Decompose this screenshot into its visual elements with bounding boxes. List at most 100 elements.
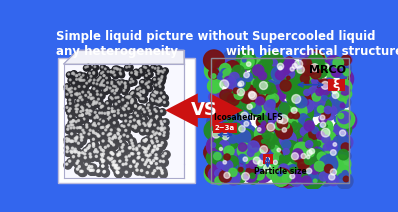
Circle shape [230,123,242,134]
Circle shape [139,128,146,135]
Circle shape [207,79,222,93]
Circle shape [91,122,98,129]
Circle shape [237,88,244,96]
Circle shape [279,151,285,156]
Circle shape [124,82,126,84]
Circle shape [74,136,81,143]
Circle shape [161,124,163,126]
Circle shape [126,94,133,101]
Circle shape [117,81,119,83]
Circle shape [273,153,286,166]
Circle shape [132,153,134,155]
Circle shape [298,89,307,98]
Circle shape [160,110,162,112]
Circle shape [135,113,142,120]
Circle shape [268,100,284,115]
Circle shape [163,96,164,98]
Circle shape [105,85,111,91]
Circle shape [295,60,303,68]
Circle shape [234,90,243,99]
Circle shape [159,168,167,176]
Circle shape [86,166,94,174]
Circle shape [313,179,317,183]
Circle shape [153,90,159,96]
Circle shape [102,71,104,73]
Circle shape [113,114,115,116]
Circle shape [96,93,98,95]
Circle shape [91,130,98,137]
Circle shape [278,135,295,152]
Circle shape [138,152,140,154]
Circle shape [125,87,126,89]
Circle shape [261,111,270,121]
Text: Icosahedral LFS: Icosahedral LFS [214,113,283,123]
Circle shape [110,151,118,159]
Circle shape [227,156,238,167]
Circle shape [149,154,151,156]
Circle shape [214,136,228,150]
Circle shape [88,167,96,175]
Circle shape [100,83,106,89]
Circle shape [159,128,166,135]
Circle shape [135,112,137,114]
Circle shape [94,151,96,153]
Circle shape [100,127,102,128]
Circle shape [94,79,95,81]
Circle shape [107,115,114,122]
Circle shape [154,91,156,93]
Circle shape [342,55,352,65]
Circle shape [273,160,277,165]
Circle shape [281,107,294,121]
Circle shape [322,91,334,103]
Circle shape [66,151,68,153]
Circle shape [157,96,164,103]
Circle shape [133,160,135,162]
Circle shape [115,170,123,178]
Circle shape [242,173,250,180]
Circle shape [109,159,111,161]
Circle shape [326,143,339,156]
Circle shape [106,106,113,113]
Circle shape [95,155,98,158]
Circle shape [117,82,124,88]
Circle shape [110,159,118,167]
Circle shape [306,155,310,159]
Circle shape [93,103,95,104]
Circle shape [66,163,68,165]
Circle shape [237,143,252,158]
Circle shape [328,71,343,86]
Circle shape [162,130,169,137]
Circle shape [87,79,93,85]
Circle shape [116,165,124,173]
Circle shape [89,169,92,171]
Circle shape [263,164,271,172]
Circle shape [309,99,324,114]
Circle shape [97,134,99,135]
Circle shape [222,76,232,86]
Circle shape [136,154,144,162]
FancyBboxPatch shape [263,154,273,164]
Circle shape [271,66,287,82]
Circle shape [107,114,109,116]
Circle shape [78,152,80,154]
Circle shape [77,72,83,78]
Circle shape [85,149,87,151]
Circle shape [136,169,138,171]
Circle shape [342,152,351,161]
Circle shape [68,120,75,127]
Circle shape [246,106,254,113]
Circle shape [156,91,158,93]
Circle shape [103,75,105,76]
Circle shape [115,67,121,73]
Circle shape [158,79,164,85]
Circle shape [152,147,159,155]
Circle shape [148,160,156,168]
Circle shape [239,81,244,86]
Circle shape [80,127,82,129]
Circle shape [73,92,80,98]
Circle shape [108,139,116,147]
Circle shape [305,170,318,184]
Circle shape [86,110,93,117]
Circle shape [300,74,309,83]
Circle shape [136,151,144,158]
